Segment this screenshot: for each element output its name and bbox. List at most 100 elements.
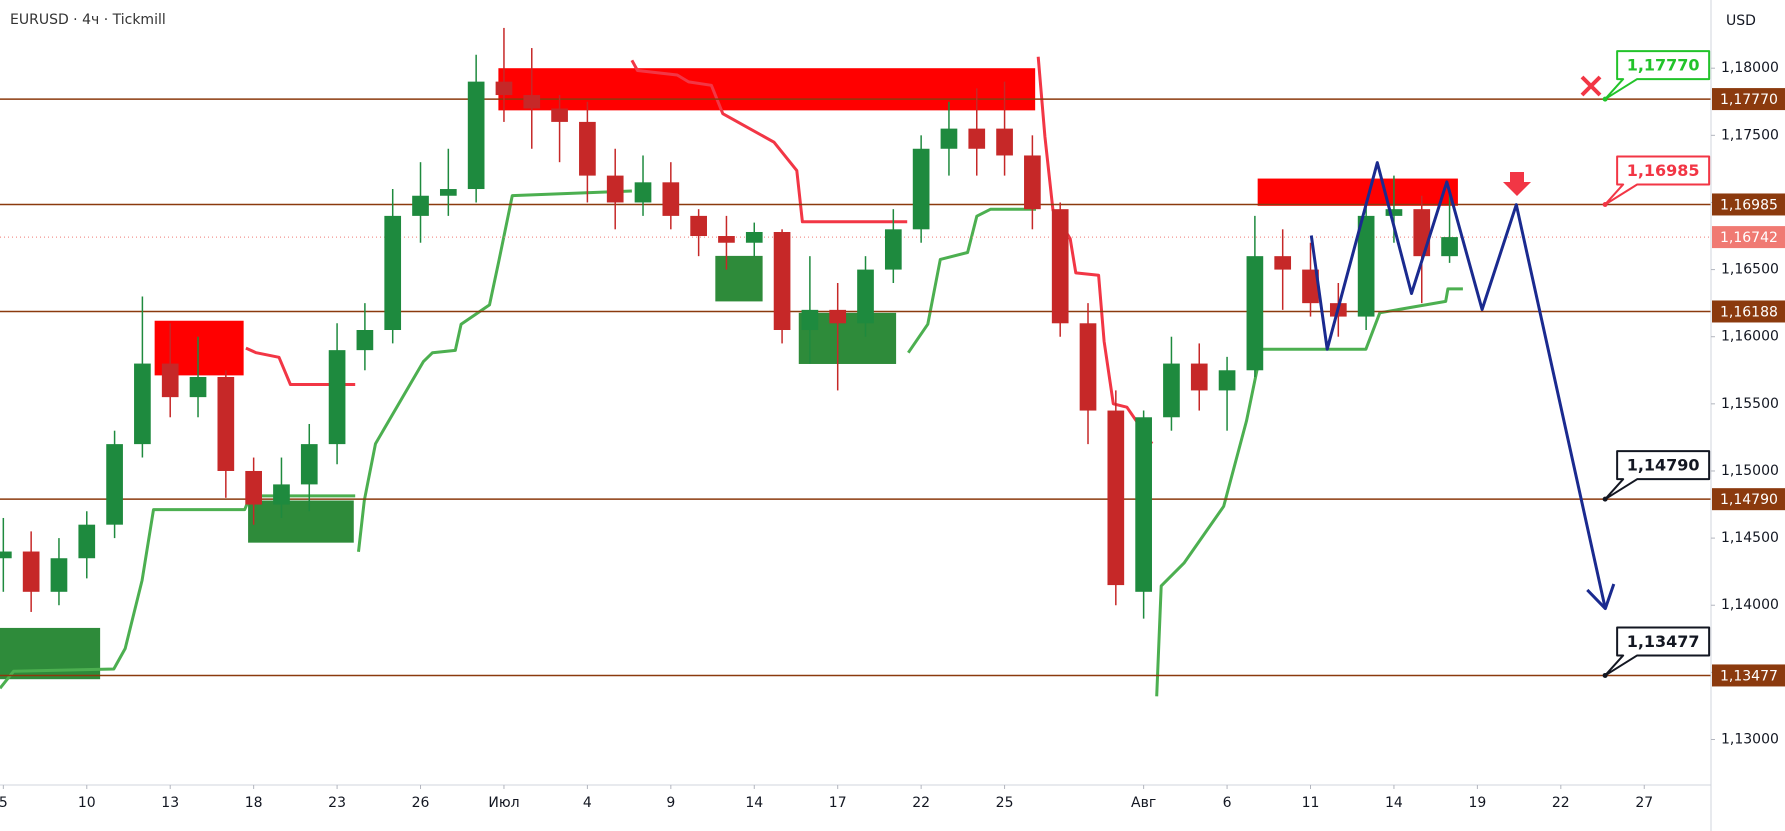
level-axis-box [1712,488,1785,511]
x-tick-label: 13 [161,795,179,811]
candle-body [439,189,457,196]
candle-body [412,195,429,216]
price-axis-bg [1711,0,1785,831]
candle-body [50,558,68,592]
candle-body [857,269,874,324]
x-tick-label: Авг [1131,795,1156,811]
candle-body [690,215,707,237]
candle-body [606,175,624,203]
candle-body [245,470,262,505]
candle-body [1218,370,1236,391]
candle-body [1246,256,1264,371]
candle-body [1385,209,1403,216]
x-tick-label: 10 [78,795,96,811]
x-tick-label: 26 [412,795,430,811]
x-tick-label: 27 [1635,795,1653,811]
candle-body [328,350,346,445]
invalidation-icon [1580,75,1602,97]
candle-body [1051,209,1069,324]
y-tick-label: 1,14500 [1721,530,1779,546]
candle-body [551,108,568,122]
candle-body [634,182,652,203]
candle-body [1274,256,1292,270]
x-tick-label: 4 [583,795,592,811]
x-tick-label: 14 [745,795,763,811]
callout-box [1604,626,1711,677]
candle-body [579,121,596,176]
x-tick-label: 22 [912,795,930,811]
candle-body [829,309,847,324]
candle-body [1135,417,1152,592]
candle-body [217,376,235,471]
level-axis-box [1712,193,1785,216]
y-tick-label: 1,16000 [1721,329,1779,345]
candle-body [356,330,374,351]
y-tick-label: 1,16500 [1721,262,1779,278]
y-tick-label: 1,14000 [1721,597,1779,613]
level-axis-label: 1,16188 [1720,304,1778,320]
level-axis-label: 1,16985 [1720,197,1778,213]
candle-body [134,363,151,445]
level-axis-label: 1,14790 [1720,492,1778,508]
x-tick-label: 5 [0,795,8,811]
candle-body [22,551,40,592]
candle-body [1441,237,1458,257]
candle-body [384,215,402,331]
y-tick-label: 1,17500 [1721,127,1779,143]
callout-anchor [1602,672,1608,678]
candle-body [884,229,902,270]
candle-body [1302,269,1319,304]
candle-body [161,363,179,398]
candle-body [523,95,541,109]
y-tick-label: 1,13000 [1721,731,1779,747]
projection-arrowhead [1586,583,1616,611]
candle-body [968,128,986,149]
candle-body [1413,209,1431,257]
callout-box [1604,50,1711,101]
y-tick-label: 1,15500 [1721,396,1779,412]
icons [1503,75,1602,196]
level-axis-label: 1,13477 [1720,668,1778,684]
chart-title: EURUSD · 4ч · Tickmill [10,12,166,28]
x-tick-label: 9 [666,795,675,811]
callout-label: 1,13477 [1627,632,1700,651]
last-price-axis-label: 1,16742 [1720,230,1778,246]
callout-label: 1,17770 [1627,56,1700,75]
candle-body [745,231,763,243]
candle-body [773,231,791,331]
down-arrow-icon [1503,172,1531,196]
trend-line [0,189,1463,697]
candle-body [1024,155,1041,210]
x-tick-label: 18 [245,795,263,811]
y-tick-label: 1,18000 [1721,60,1779,76]
candle-body [1163,363,1180,418]
x-tick-label: 22 [1552,795,1570,811]
level-axis-box [1712,664,1785,687]
candle-body [467,81,485,190]
zone [248,500,354,543]
candle-body [662,182,680,216]
candle-body [106,444,123,525]
x-tick-label: 6 [1223,795,1232,811]
level-axis-label: 1,17770 [1720,92,1778,108]
candle-body [495,81,513,96]
projection-path [1309,161,1607,609]
x-tick-label: 25 [996,795,1014,811]
candle-body [78,524,96,559]
zone [1257,178,1458,206]
candle-body [718,236,735,243]
candle-body [0,551,12,559]
callout-box [1604,450,1711,501]
x-tick-label: 17 [829,795,847,811]
candle-body [996,128,1013,156]
candle-body [1357,215,1375,317]
callout-anchor [1602,496,1608,502]
callout-label: 1,14790 [1627,456,1700,475]
candle-body [1190,363,1208,391]
callout-anchor [1602,201,1608,207]
x-tick-label: 11 [1302,795,1320,811]
candle-body [801,309,819,331]
zone [715,255,763,302]
x-tick-label: Июл [488,795,519,811]
